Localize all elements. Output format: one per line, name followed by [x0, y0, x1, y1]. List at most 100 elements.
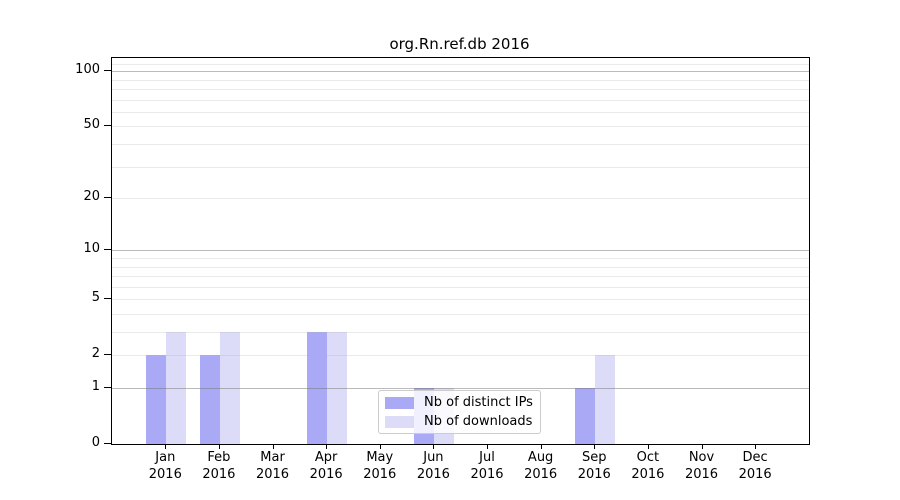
- x-tick-year: 2016: [202, 467, 236, 482]
- y-gridline-major: [112, 250, 809, 252]
- legend-swatch-downloads: [385, 415, 414, 428]
- x-tick-label: Jul 2016: [455, 449, 519, 483]
- y-tick-mark: [104, 443, 111, 444]
- x-tick-month: Apr: [314, 450, 338, 465]
- y-gridline-minor: [112, 166, 809, 168]
- y-tick-label: 1: [91, 379, 100, 395]
- x-tick-mark: [433, 444, 435, 449]
- x-tick-mark: [755, 444, 757, 449]
- x-tick-year: 2016: [577, 467, 611, 482]
- y-gridline-minor: [112, 126, 809, 128]
- legend-row-downloads: Nb of downloads: [385, 413, 540, 429]
- x-tick-label: Apr 2016: [294, 449, 358, 483]
- y-gridline-minor: [112, 286, 809, 288]
- x-tick-mark: [218, 444, 220, 449]
- x-tick-year: 2016: [416, 467, 450, 482]
- x-tick-mark: [326, 444, 328, 449]
- legend-swatch-distinct-ips: [385, 396, 414, 409]
- x-tick-mark: [379, 444, 381, 449]
- bar-downloads: [219, 332, 240, 444]
- x-tick-year: 2016: [524, 467, 558, 482]
- x-tick-mark: [165, 444, 167, 449]
- x-tick-mark: [647, 444, 649, 449]
- x-tick-year: 2016: [148, 467, 182, 482]
- y-gridline-minor: [112, 79, 809, 81]
- y-gridline-minor: [112, 144, 809, 146]
- y-gridline-major: [112, 71, 809, 73]
- y-gridline-minor: [112, 332, 809, 334]
- x-tick-label: Mar 2016: [241, 449, 305, 483]
- x-tick-label: Aug 2016: [509, 449, 573, 483]
- y-tick-label: 0: [91, 435, 100, 450]
- plot-area: [111, 57, 810, 445]
- y-tick-mark: [104, 298, 111, 300]
- x-tick-month: Jun: [423, 450, 444, 465]
- x-tick-label: Feb 2016: [187, 449, 251, 483]
- x-tick-label: Jan 2016: [133, 449, 197, 483]
- y-gridline-minor: [112, 63, 809, 65]
- y-gridline-minor: [112, 111, 809, 113]
- legend-row-distinct-ips: Nb of distinct IPs: [385, 394, 540, 410]
- x-tick-mark: [594, 444, 596, 449]
- x-tick-mark: [701, 444, 703, 449]
- legend-label-downloads: Nb of downloads: [424, 413, 533, 429]
- y-tick-mark: [104, 70, 111, 72]
- y-gridline-minor: [112, 299, 809, 301]
- x-tick-year: 2016: [363, 467, 397, 482]
- x-tick-month: Jul: [479, 450, 495, 465]
- y-tick-label: 5: [91, 290, 100, 306]
- chart-title: org.Rn.ref.db 2016: [389, 35, 530, 53]
- y-gridline-minor: [112, 198, 809, 200]
- y-tick-label: 10: [83, 241, 100, 257]
- bar-downloads: [166, 332, 187, 444]
- x-tick-month: Dec: [742, 450, 768, 465]
- bar-downloads: [595, 355, 616, 444]
- y-gridline-minor: [112, 89, 809, 91]
- y-tick-mark: [104, 125, 111, 127]
- x-tick-label: Dec 2016: [723, 449, 787, 483]
- bar-distinct-ips: [307, 332, 328, 444]
- x-tick-month: Aug: [527, 450, 554, 465]
- x-tick-year: 2016: [631, 467, 665, 482]
- x-tick-mark: [540, 444, 542, 449]
- x-tick-year: 2016: [684, 467, 719, 482]
- y-tick-mark: [104, 354, 111, 356]
- y-tick-label: 100: [75, 62, 100, 78]
- x-tick-label: Jun 2016: [401, 449, 465, 483]
- y-gridline-minor: [112, 258, 809, 260]
- x-tick-month: Nov: [688, 450, 715, 465]
- y-tick-label: 20: [83, 189, 100, 205]
- x-tick-month: Feb: [207, 450, 231, 465]
- x-tick-label: Oct 2016: [616, 449, 680, 483]
- x-tick-month: May: [366, 450, 394, 465]
- bar-distinct-ips: [575, 388, 596, 444]
- y-gridline-minor: [112, 266, 809, 268]
- y-gridline-minor: [112, 276, 809, 278]
- x-tick-mark: [487, 444, 489, 449]
- bar-distinct-ips: [199, 355, 220, 444]
- x-tick-label: May 2016: [348, 449, 412, 483]
- x-tick-year: 2016: [738, 467, 772, 482]
- y-tick-label: 2: [91, 346, 100, 362]
- bar-distinct-ips: [146, 355, 167, 444]
- x-tick-month: Jan: [155, 450, 176, 465]
- y-tick-mark: [104, 197, 111, 199]
- x-tick-mark: [272, 444, 274, 449]
- legend: Nb of distinct IPs Nb of downloads: [378, 390, 541, 434]
- legend-label-distinct-ips: Nb of distinct IPs: [424, 394, 533, 410]
- y-tick-label: 50: [83, 117, 100, 133]
- x-tick-label: Nov 2016: [670, 449, 734, 483]
- x-tick-month: Oct: [636, 450, 660, 465]
- y-gridline-minor: [112, 99, 809, 101]
- y-tick-mark: [104, 249, 111, 251]
- x-tick-month: Mar: [260, 450, 285, 465]
- y-tick-mark: [104, 387, 111, 389]
- y-gridline-minor: [112, 314, 809, 315]
- x-tick-year: 2016: [309, 467, 343, 482]
- x-tick-label: Sep 2016: [562, 449, 626, 483]
- x-tick-year: 2016: [470, 467, 504, 482]
- bar-downloads: [327, 332, 348, 444]
- x-tick-year: 2016: [255, 467, 290, 482]
- x-tick-month: Sep: [581, 450, 607, 465]
